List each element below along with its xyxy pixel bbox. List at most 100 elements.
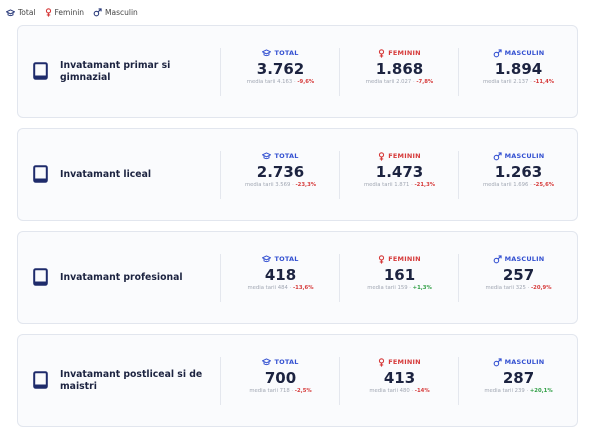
legend: Total Feminin Masculin [6,8,147,17]
separator: · [411,79,417,85]
stat-value: 287 [502,369,535,387]
stat-label-row: FEMININ [340,151,459,161]
media-text: media tarii 1.871 [363,182,410,188]
stat: TOTAL 700 media tarii 718 · -2,5% [220,357,340,405]
stat-media: media tarii 1.871 · -21,3% [340,182,459,188]
media-text: media tarii 3.569 [244,182,291,188]
separator: · [290,182,296,188]
card-title: Invatamant liceal [60,168,152,180]
stat-media: media tarii 159 · +1,3% [340,285,459,291]
stat-label: TOTAL [274,255,299,263]
separator: · [287,285,293,291]
media-text: media tarii 480 [369,388,410,394]
stat-media: media tarii 718 · -2,5% [221,388,340,394]
stat-value: 700 [264,369,297,387]
delta: +20,1% [529,388,553,394]
stat-label: MASCULIN [504,358,545,366]
separator: · [407,285,413,291]
media-text: media tarii 239 [484,388,525,394]
male-icon [93,8,102,17]
stat-label: FEMININ [388,255,421,263]
media-text: media tarii 2.027 [365,79,412,85]
cap-icon [262,49,272,57]
stat-value: 3.762 [256,60,305,78]
female-icon [379,48,385,58]
stat-label-row: FEMININ [340,48,459,58]
cap-icon [262,255,272,263]
stat-value: 1.894 [494,60,543,78]
stat-value: 2.736 [256,163,305,181]
media-text: media tarii 4.163 [246,79,293,85]
stat: MASCULIN 287 media tarii 239 · +20,1% [458,357,578,405]
separator: · [524,388,530,394]
stat-label: FEMININ [388,152,421,160]
male-icon [493,151,502,160]
female-icon [45,8,51,17]
stat-label: MASCULIN [504,152,545,160]
legend-label: Total [18,8,36,17]
cap-icon [262,152,272,160]
cap-icon [6,8,15,16]
stat-label-row: MASCULIN [459,254,578,264]
card-title: Invatamant primar si gimnazial [60,59,171,83]
stat: MASCULIN 1.263 media tarii 1.696 · -25,6% [458,151,578,199]
tablet-icon [33,268,48,286]
separator: · [528,182,534,188]
stat-label-row: MASCULIN [459,357,578,367]
stat-label: TOTAL [274,358,299,366]
legend-item: Masculin [93,8,138,17]
stat-value: 1.263 [494,163,543,181]
stat-label: MASCULIN [504,49,545,57]
media-text: media tarii 159 [367,285,408,291]
female-icon [379,357,385,367]
separator: · [289,388,295,394]
delta: -9,6% [297,79,315,85]
legend-item: Feminin [45,8,85,17]
stat-media: media tarii 480 · -14% [340,388,459,394]
card: Invatamant primar si gimnazial TOTAL 3.762… [17,25,578,118]
media-text: media tarii 1.696 [482,182,529,188]
media-text: media tarii 484 [247,285,288,291]
stat-media: media tarii 484 · -13,6% [221,285,340,291]
stat-media: media tarii 2.027 · -7,8% [340,79,459,85]
stat-value: 413 [383,369,416,387]
legend-label: Feminin [54,8,85,17]
delta: -21,3% [414,182,436,188]
delta: -2,5% [294,388,312,394]
stat-media: media tarii 2.137 · -11,4% [459,79,578,85]
stat-label-row: MASCULIN [459,48,578,58]
stat: FEMININ 413 media tarii 480 · -14% [339,357,459,405]
delta: +1,3% [412,285,432,291]
male-icon [493,357,502,366]
stat-value: 418 [264,266,297,284]
stat-label-row: TOTAL [221,151,340,161]
stat-media: media tarii 239 · +20,1% [459,388,578,394]
stat: FEMININ 161 media tarii 159 · +1,3% [339,254,459,302]
stat-value: 257 [502,266,535,284]
stat-media: media tarii 1.696 · -25,6% [459,182,578,188]
stat-value: 161 [383,266,416,284]
female-icon [379,254,385,264]
male-icon [493,48,502,57]
stat: MASCULIN 1.894 media tarii 2.137 · -11,4% [458,48,578,96]
stat-label-row: FEMININ [340,254,459,264]
stat-label: MASCULIN [504,255,545,263]
card-title: Invatamant postliceal si de maistri [60,368,203,392]
delta: -14% [414,388,430,394]
stat: FEMININ 1.473 media tarii 1.871 · -21,3% [339,151,459,199]
stat: TOTAL 3.762 media tarii 4.163 · -9,6% [220,48,340,96]
delta: -25,6% [533,182,555,188]
stat-label-row: FEMININ [340,357,459,367]
stat-value: 1.473 [375,163,424,181]
cap-icon [262,358,272,366]
delta: -7,8% [416,79,434,85]
stat-label: TOTAL [274,49,299,57]
stat-media: media tarii 325 · -20,9% [459,285,578,291]
stat-label-row: TOTAL [221,357,340,367]
tablet-icon [33,165,48,183]
separator: · [525,285,531,291]
stat-media: media tarii 3.569 · -23,3% [221,182,340,188]
stat: MASCULIN 257 media tarii 325 · -20,9% [458,254,578,302]
card-title: Invatamant profesional [60,271,183,283]
